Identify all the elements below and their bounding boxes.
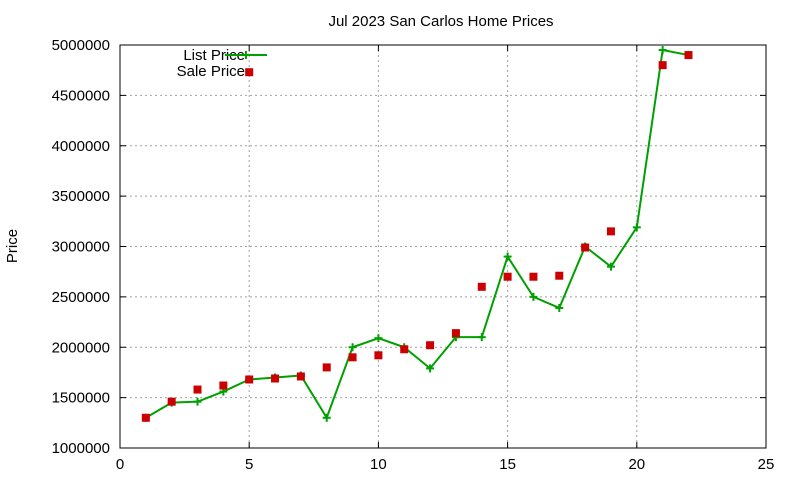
list-price-point <box>658 46 667 55</box>
sale-price-point <box>658 61 667 70</box>
x-tick-label: 0 <box>116 456 124 473</box>
list-price-point <box>606 262 615 271</box>
sale-price-point <box>426 341 435 350</box>
list-price-point <box>348 343 357 352</box>
y-tick-label: 1000000 <box>52 440 110 457</box>
y-tick-label: 4500000 <box>52 87 110 104</box>
x-tick-label: 5 <box>245 456 253 473</box>
sale-price-point <box>477 282 486 291</box>
y-tick-label: 5000000 <box>52 37 110 54</box>
list-price-point <box>322 413 331 422</box>
list-price-point <box>193 397 202 406</box>
sale-price-point <box>555 271 564 280</box>
sale-price-point <box>374 351 383 360</box>
y-tick-label: 2500000 <box>52 289 110 306</box>
y-tick-label: 4000000 <box>52 138 110 155</box>
sale-price-point <box>219 381 228 390</box>
list-price-point <box>477 333 486 342</box>
x-tick-label: 10 <box>370 456 387 473</box>
sale-price-point <box>503 272 512 281</box>
sale-price-point <box>141 413 150 422</box>
list-price-point <box>555 303 564 312</box>
list-price-line <box>145 49 689 419</box>
y-tick-label: 1500000 <box>52 390 110 407</box>
chart-title: Jul 2023 San Carlos Home Prices <box>328 13 553 30</box>
list-price-point <box>426 364 435 373</box>
x-tick-label: 15 <box>499 456 516 473</box>
sale-price-point <box>167 397 176 406</box>
series-layer <box>141 46 693 422</box>
y-axis-title: Price <box>4 229 21 263</box>
x-tick-label: 25 <box>758 456 775 473</box>
y-tick-label: 3500000 <box>52 188 110 205</box>
list-price-point <box>503 252 512 261</box>
sale-price-point <box>245 68 254 77</box>
y-tick-label: 3000000 <box>52 239 110 256</box>
sale-price-point <box>245 375 254 384</box>
sale-price-point <box>606 227 615 236</box>
sale-price-point <box>529 272 538 281</box>
sale-price-point <box>193 385 202 394</box>
sale-price-point <box>322 363 331 372</box>
legend-label-sale-price: Sale Price <box>177 63 245 80</box>
x-tick-label: 20 <box>628 456 645 473</box>
sale-price-point <box>451 329 460 338</box>
sale-price-point <box>271 374 280 383</box>
list-price-point <box>632 223 641 232</box>
sale-price-point <box>581 243 590 252</box>
legend-label-list-price: List Price <box>183 47 245 64</box>
y-tick-label: 2000000 <box>52 339 110 356</box>
axis-ticks: 0 5 10 15 20 25 1000000 1500000 2000000 2500000 30… <box>52 37 775 473</box>
sale-price-point <box>296 372 305 381</box>
list-price-point <box>529 292 538 301</box>
sale-price-point <box>684 51 693 60</box>
list-price-point <box>374 334 383 343</box>
sale-price-point <box>400 345 409 354</box>
sale-price-point <box>348 353 357 362</box>
